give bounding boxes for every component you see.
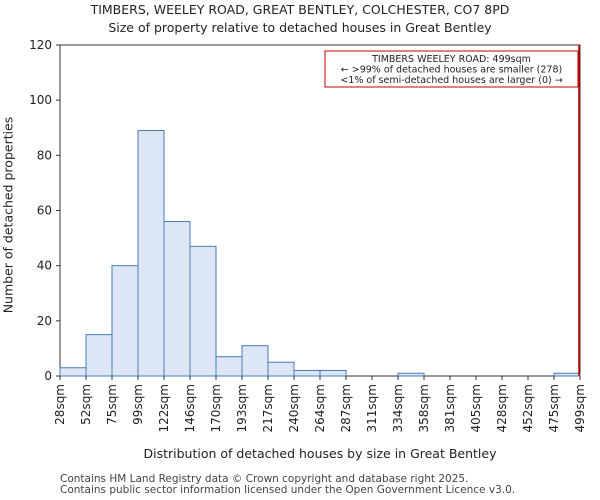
x-tick-label: 122sqm: [157, 384, 171, 432]
histogram-bar: [189, 245, 217, 377]
chart-title: TIMBERS, WEELEY ROAD, GREAT BENTLEY, COL…: [90, 2, 510, 17]
x-tick-label: 334sqm: [391, 384, 405, 432]
histogram-bar: [397, 372, 425, 377]
x-tick-label: 217sqm: [261, 384, 275, 432]
histogram-bar: [59, 367, 87, 377]
annotation-line: TIMBERS WEELEY ROAD: 499sqm: [371, 54, 531, 65]
histogram-bar: [267, 361, 295, 377]
chart-subtitle: Size of property relative to detached ho…: [108, 20, 492, 35]
y-tick-label: 40: [37, 259, 52, 273]
x-tick-label: 240sqm: [287, 384, 301, 432]
footer-licence: Contains public sector information licen…: [60, 484, 516, 496]
histogram-bar: [163, 221, 191, 377]
x-tick-label: 75sqm: [105, 384, 119, 425]
x-tick-label: 287sqm: [339, 384, 353, 432]
x-axis-label: Distribution of detached houses by size …: [143, 446, 497, 461]
annotation-line: ← >99% of detached houses are smaller (2…: [341, 65, 562, 76]
histogram-bar: [137, 130, 165, 377]
x-tick-label: 311sqm: [365, 384, 379, 432]
histogram-bar: [241, 345, 269, 377]
annotation-box: [324, 50, 579, 88]
y-tick-label: 100: [29, 93, 52, 107]
x-tick-label: 52sqm: [79, 384, 93, 425]
y-tick-label: 0: [44, 369, 52, 383]
histogram-bar: [553, 372, 581, 377]
x-tick-label: 452sqm: [521, 384, 535, 432]
y-axis-label: Number of detached properties: [0, 116, 16, 314]
x-tick-label: 381sqm: [443, 384, 457, 432]
x-tick-label: 99sqm: [131, 384, 145, 425]
histogram-bar: [111, 265, 139, 377]
histogram-bar: [215, 356, 243, 377]
histogram-bar: [85, 334, 113, 377]
y-tick-label: 20: [37, 314, 52, 328]
y-tick-label: 80: [37, 148, 52, 162]
annotation-line: <1% of semi-detached houses are larger (…: [340, 75, 562, 86]
x-tick-label: 358sqm: [417, 384, 431, 432]
footer-copyright: Contains HM Land Registry data © Crown c…: [60, 473, 469, 485]
x-tick-label: 170sqm: [209, 384, 223, 432]
y-tick-label: 60: [37, 204, 52, 218]
histogram-bar: [319, 369, 347, 377]
x-tick-label: 193sqm: [235, 384, 249, 432]
y-tick-label: 120: [29, 38, 52, 52]
x-tick-label: 146sqm: [183, 384, 197, 432]
x-tick-label: 405sqm: [469, 384, 483, 432]
x-tick-label: 264sqm: [313, 384, 327, 432]
x-tick-label: 499sqm: [573, 384, 587, 432]
x-tick-label: 475sqm: [547, 384, 561, 432]
x-tick-label: 28sqm: [53, 384, 67, 425]
histogram-bar: [293, 369, 321, 377]
x-tick-label: 428sqm: [495, 384, 509, 432]
